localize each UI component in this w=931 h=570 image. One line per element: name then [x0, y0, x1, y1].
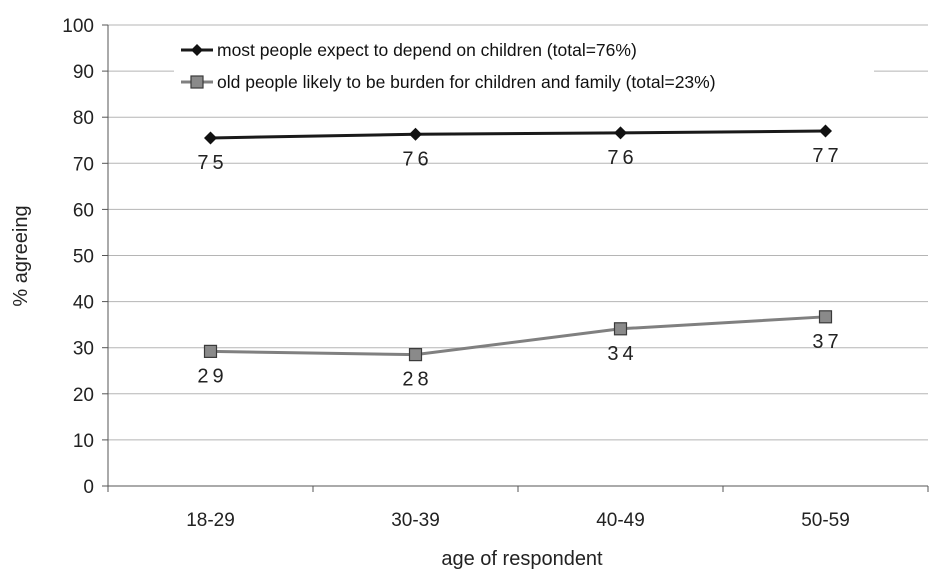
series-2-point	[818, 310, 833, 324]
data-label: 75	[197, 152, 227, 174]
y-axis-title: % agreeing	[10, 205, 32, 306]
legend-box	[174, 36, 874, 98]
legend: most people expect to depend on children…	[174, 36, 874, 98]
y-tick-label: 60	[73, 200, 94, 221]
series-2-point	[203, 344, 218, 358]
series-2-point	[408, 348, 423, 362]
y-tick-label: 90	[73, 62, 94, 83]
series-line-1	[210, 129, 826, 140]
y-tick-label: 0	[83, 477, 94, 498]
x-axis-title: age of respondent	[441, 548, 603, 570]
data-labels: 75 76 76 77 29 28 34 37	[197, 145, 842, 391]
series-1-point	[409, 127, 422, 141]
y-tick-label: 10	[73, 431, 94, 452]
x-tick-label: 50-59	[801, 510, 850, 531]
data-label: 76	[402, 148, 432, 170]
axes: 0 10 20 30 40 50 60 70 80 90 100 18-29 30-39 40-49 50-…	[62, 16, 929, 531]
y-tick-label: 70	[73, 154, 94, 175]
data-label: 77	[812, 145, 842, 167]
series-2-point	[613, 322, 628, 336]
series-1-point	[819, 124, 832, 138]
x-tick-label: 18-29	[186, 510, 235, 531]
legend-marker-2	[190, 75, 204, 89]
data-label: 76	[607, 147, 637, 169]
data-label: 28	[402, 369, 432, 391]
x-tick-label: 40-49	[596, 510, 645, 531]
x-tick-label: 30-39	[391, 510, 440, 531]
y-tick-label: 100	[62, 16, 94, 37]
legend-marker-1	[191, 44, 203, 56]
y-tick-label: 30	[73, 339, 94, 360]
series-line-2	[210, 315, 826, 357]
data-label: 37	[812, 331, 842, 353]
data-label: 29	[197, 365, 227, 387]
y-tick-label: 80	[73, 108, 94, 129]
legend-label-1: most people expect to depend on children…	[217, 40, 637, 60]
y-tick-label: 40	[73, 293, 94, 314]
y-tick-label: 20	[73, 385, 94, 406]
legend-label-2: old people likely to be burden for child…	[217, 72, 716, 92]
y-tick-label: 50	[73, 247, 94, 268]
data-label: 34	[607, 343, 637, 365]
series-1-point	[614, 126, 627, 140]
series-1-point	[204, 131, 217, 145]
series-lines	[203, 124, 833, 362]
